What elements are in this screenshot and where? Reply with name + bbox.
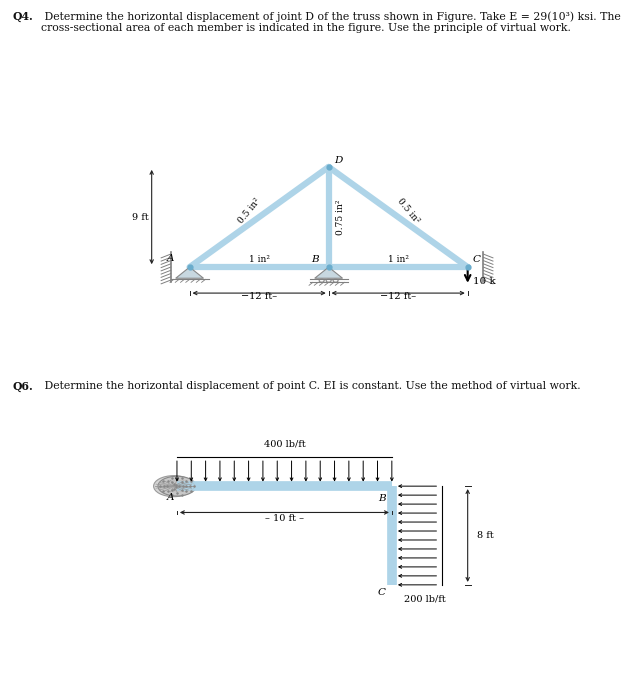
Text: Q4.: Q4. bbox=[13, 11, 33, 22]
Text: – 10 ft –: – 10 ft – bbox=[265, 514, 304, 523]
Text: B: B bbox=[378, 494, 386, 503]
Text: Determine the horizontal displacement of joint D of the truss shown in Figure. T: Determine the horizontal displacement of… bbox=[41, 11, 621, 34]
Text: A: A bbox=[166, 493, 174, 502]
Polygon shape bbox=[176, 267, 204, 278]
Circle shape bbox=[158, 476, 196, 496]
Text: 1 in²: 1 in² bbox=[387, 255, 409, 264]
Text: 0.5 in²: 0.5 in² bbox=[395, 196, 421, 225]
Text: C: C bbox=[377, 588, 386, 597]
Text: 400 lb/ft: 400 lb/ft bbox=[264, 440, 305, 449]
Text: 200 lb/ft: 200 lb/ft bbox=[404, 595, 446, 603]
Text: 0.75 in²: 0.75 in² bbox=[336, 199, 345, 234]
Text: Q6.: Q6. bbox=[13, 381, 33, 392]
Text: C: C bbox=[473, 256, 481, 264]
Text: 10 k: 10 k bbox=[473, 276, 495, 286]
Text: 0.5 in²: 0.5 in² bbox=[236, 196, 262, 225]
Text: 1 in²: 1 in² bbox=[248, 255, 270, 264]
Text: 8 ft: 8 ft bbox=[477, 531, 494, 540]
Text: −12 ft–: −12 ft– bbox=[241, 292, 277, 301]
Text: Determine the horizontal displacement of point C. EI is constant. Use the method: Determine the horizontal displacement of… bbox=[41, 381, 581, 391]
Text: D: D bbox=[334, 156, 342, 165]
Text: A: A bbox=[166, 254, 174, 263]
Text: 9 ft: 9 ft bbox=[131, 213, 149, 221]
Circle shape bbox=[154, 475, 194, 497]
Polygon shape bbox=[315, 267, 343, 278]
Text: B: B bbox=[312, 256, 319, 264]
Text: −12 ft–: −12 ft– bbox=[380, 292, 416, 301]
